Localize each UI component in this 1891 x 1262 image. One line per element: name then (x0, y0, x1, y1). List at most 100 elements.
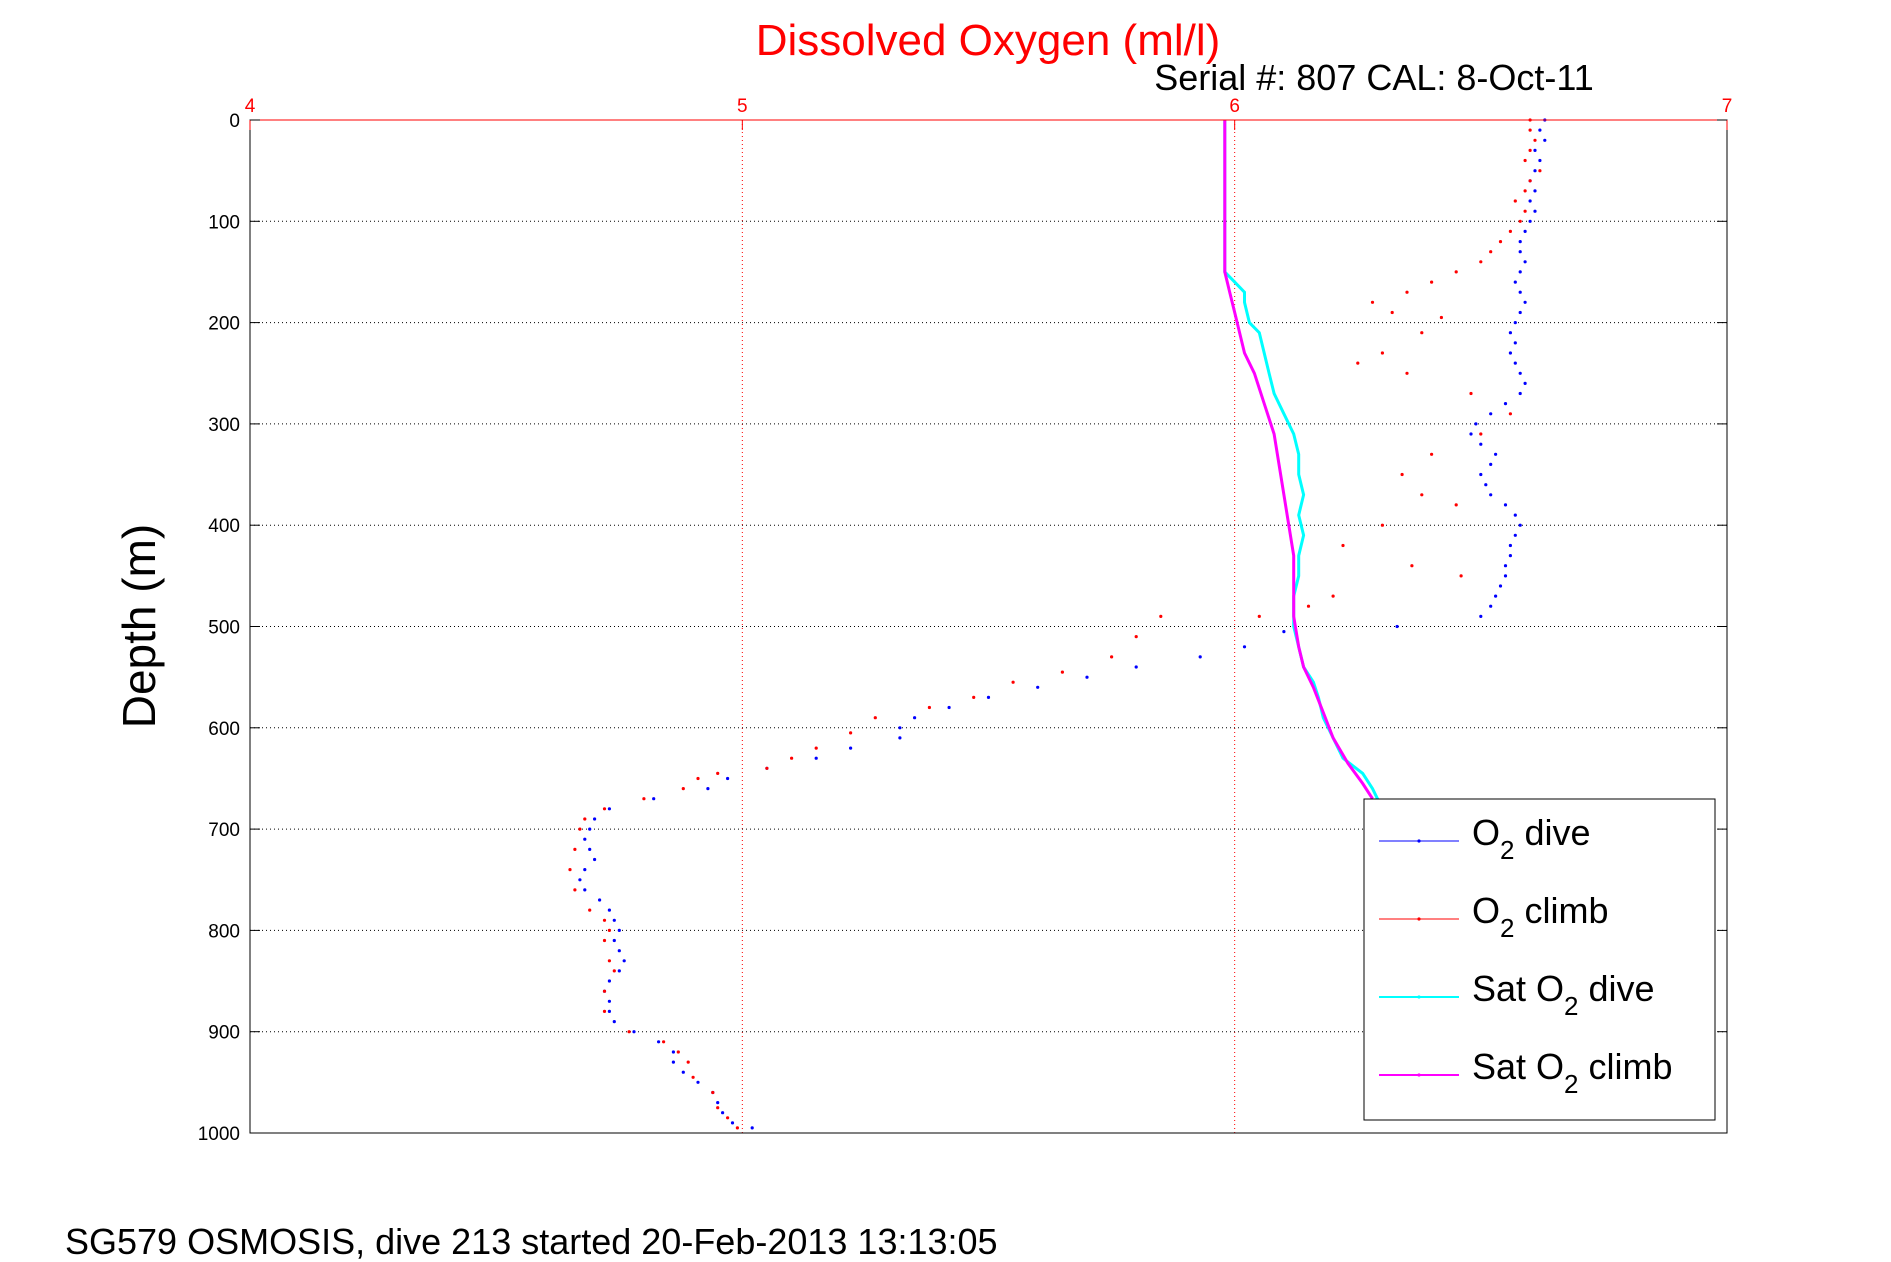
data-point-series-1 (1420, 493, 1424, 497)
data-point-series-0 (671, 1050, 676, 1054)
data-point-series-1 (1420, 331, 1424, 335)
data-point-series-0 (1508, 543, 1512, 548)
data-point-series-0 (696, 1080, 700, 1084)
data-point-series-1 (1430, 280, 1434, 284)
data-point-series-1 (662, 1040, 666, 1044)
data-point-series-1 (1405, 371, 1409, 375)
data-point-series-0 (1528, 219, 1532, 223)
x-tick-label: 5 (737, 96, 748, 117)
data-point-series-1 (1528, 128, 1532, 132)
data-point-series-0 (1538, 128, 1542, 132)
y-tick-label: 300 (208, 415, 240, 436)
data-point-series-1 (1257, 614, 1261, 619)
data-point-series-1 (1498, 240, 1503, 244)
data-point-series-1 (1489, 250, 1493, 254)
data-point-series-1 (568, 868, 572, 872)
legend-label-rest: climb (1514, 890, 1608, 931)
data-point-series-1 (1523, 189, 1527, 193)
data-point-series-0 (622, 959, 626, 963)
x-tick-label: 4 (245, 96, 256, 117)
data-point-series-0 (1518, 290, 1522, 294)
data-point-series-0 (598, 898, 602, 902)
data-point-series-1 (573, 847, 577, 852)
data-point-series-0 (612, 918, 616, 922)
data-point-series-0 (1198, 655, 1202, 659)
data-point-series-0 (1242, 645, 1247, 649)
data-point-series-0 (617, 928, 621, 933)
legend-label-main: Sat O (1472, 1046, 1564, 1087)
data-point-series-1 (972, 695, 976, 700)
legend-label: Sat O2 climb (1472, 1046, 1673, 1099)
data-point-series-0 (1533, 169, 1537, 173)
data-point-series-1 (1405, 290, 1409, 294)
data-point-series-1 (1518, 219, 1522, 223)
data-point-series-0 (721, 1111, 725, 1115)
data-point-series-0 (671, 1060, 676, 1064)
data-point-series-1 (1479, 432, 1483, 436)
data-point-series-1 (1459, 574, 1463, 578)
data-point-series-0 (1484, 483, 1488, 487)
legend-label-subscript: 2 (1564, 1069, 1578, 1099)
data-point-series-1 (1159, 614, 1163, 619)
legend-marker (1417, 917, 1421, 921)
data-point-series-1 (1533, 138, 1537, 142)
legend-label-main: O (1472, 890, 1500, 931)
data-point-series-1 (927, 705, 932, 710)
data-point-series-0 (1503, 574, 1508, 578)
legend-label: O2 dive (1472, 812, 1591, 865)
data-point-series-0 (632, 1030, 636, 1034)
data-point-series-1 (726, 1116, 730, 1120)
data-point-series-1 (1469, 391, 1473, 396)
data-point-series-0 (593, 817, 597, 821)
data-point-series-0 (1085, 675, 1089, 679)
data-point-series-1 (1454, 503, 1458, 507)
legend-marker (1417, 839, 1421, 843)
data-point-series-1 (1479, 260, 1483, 264)
data-point-series-1 (676, 1050, 680, 1054)
data-point-series-1 (1523, 158, 1527, 163)
y-tick-label: 100 (208, 212, 240, 233)
data-point-series-0 (913, 716, 917, 720)
data-point-series-0 (617, 949, 621, 953)
chart-subtitle: Serial #: 807 CAL: 8-Oct-11 (1154, 57, 1594, 98)
data-point-series-0 (898, 726, 902, 730)
data-point-series-0 (1479, 442, 1483, 446)
data-point-series-0 (1533, 209, 1537, 213)
data-point-series-0 (814, 756, 818, 760)
data-point-series-0 (1282, 630, 1286, 634)
data-point-series-1 (1410, 564, 1414, 568)
data-point-series-1 (1306, 604, 1311, 608)
data-point-series-1 (627, 1030, 631, 1034)
data-point-series-1 (1134, 635, 1138, 639)
data-point-series-0 (1543, 138, 1547, 142)
data-point-series-0 (1503, 503, 1508, 507)
data-point-series-0 (1513, 533, 1517, 537)
data-point-series-0 (1518, 371, 1522, 375)
y-tick-label: 400 (208, 516, 240, 537)
data-point-series-1 (1508, 412, 1512, 416)
data-point-series-0 (706, 787, 710, 791)
data-point-series-0 (730, 1121, 735, 1125)
data-point-series-0 (588, 847, 592, 852)
legend-label-rest: dive (1579, 968, 1655, 1009)
data-point-series-1 (1523, 209, 1527, 213)
data-point-series-0 (607, 999, 612, 1003)
data-point-series-0 (1518, 391, 1522, 396)
data-point-series-0 (652, 797, 656, 801)
data-point-series-0 (583, 837, 587, 841)
data-point-series-1 (873, 716, 877, 720)
data-point-series-1 (573, 888, 577, 892)
y-tick-label: 500 (208, 618, 240, 639)
data-point-series-1 (1439, 315, 1443, 320)
y-tick-label: 600 (208, 719, 240, 740)
data-point-series-1 (696, 776, 700, 781)
data-point-series-1 (642, 797, 646, 801)
data-point-series-0 (1479, 614, 1483, 619)
data-point-series-0 (607, 979, 612, 983)
data-point-series-0 (716, 1101, 720, 1105)
grid (250, 120, 1727, 1133)
data-point-series-0 (583, 888, 587, 892)
data-point-series-1 (602, 989, 607, 993)
data-point-series-0 (612, 938, 616, 943)
data-point-series-0 (1134, 665, 1138, 669)
